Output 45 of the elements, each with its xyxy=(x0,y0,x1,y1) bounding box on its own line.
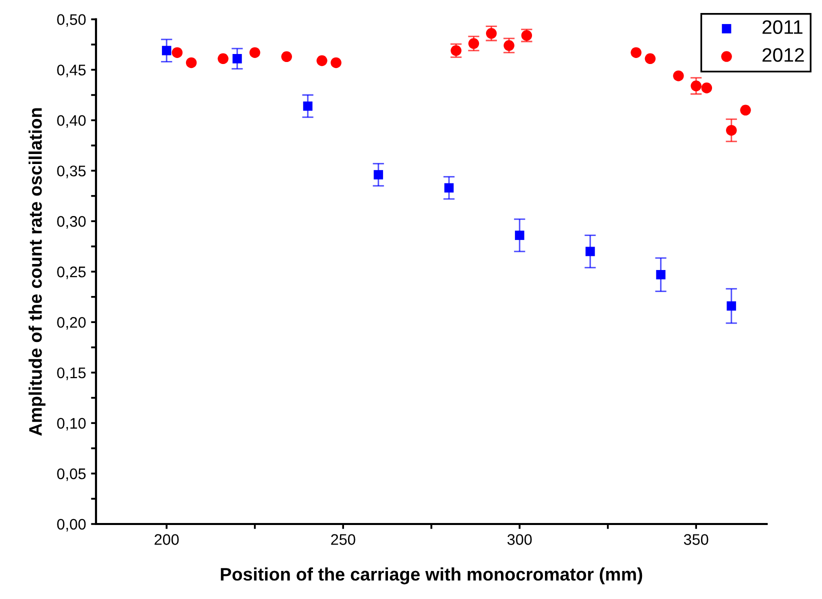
y-tick-label: 0,15 xyxy=(57,367,86,380)
y-tick-label: 0,50 xyxy=(57,14,86,27)
point xyxy=(690,80,702,92)
point xyxy=(281,51,292,62)
y-tick-label: 0,00 xyxy=(57,518,86,532)
y-tick-label: 0,05 xyxy=(57,468,86,482)
y-tick-label: 0,20 xyxy=(57,316,86,330)
point xyxy=(630,47,642,58)
point xyxy=(468,38,480,49)
y-tick-label: 0,30 xyxy=(57,216,86,229)
point xyxy=(514,230,524,240)
point xyxy=(316,55,328,66)
point xyxy=(330,57,342,68)
point xyxy=(740,104,751,116)
x-tick-label: 300 xyxy=(507,534,532,545)
x-tick-label: 200 xyxy=(154,534,179,545)
legend-label: 2012 xyxy=(762,48,804,62)
point xyxy=(726,124,737,136)
point xyxy=(444,183,454,193)
y-tick-label: 0,10 xyxy=(57,418,86,431)
y-tick-label: 0,40 xyxy=(57,115,86,128)
point xyxy=(218,53,228,64)
point xyxy=(486,28,497,39)
y-tick-label: 0,45 xyxy=(57,64,86,78)
point xyxy=(162,46,172,56)
point xyxy=(374,170,384,180)
x-axis-title: Position of the carriage with monocromator (mm) xyxy=(220,567,642,584)
point xyxy=(504,40,514,51)
point xyxy=(726,301,736,311)
y-tick-label: 0,35 xyxy=(57,166,86,178)
legend-label: 2011 xyxy=(762,20,802,34)
point xyxy=(644,53,656,64)
point xyxy=(586,246,595,256)
point xyxy=(249,47,260,58)
y-axis-title: Amplitude of the count rate oscillation xyxy=(28,108,46,436)
x-tick-label: 250 xyxy=(331,534,356,545)
point xyxy=(701,82,712,94)
point xyxy=(172,47,183,58)
x-tick-label: 350 xyxy=(684,534,708,545)
y-tick-label: 0,25 xyxy=(57,266,86,280)
point xyxy=(656,270,666,280)
point xyxy=(232,54,242,64)
point xyxy=(673,70,684,82)
point xyxy=(303,101,312,111)
point xyxy=(186,57,197,68)
